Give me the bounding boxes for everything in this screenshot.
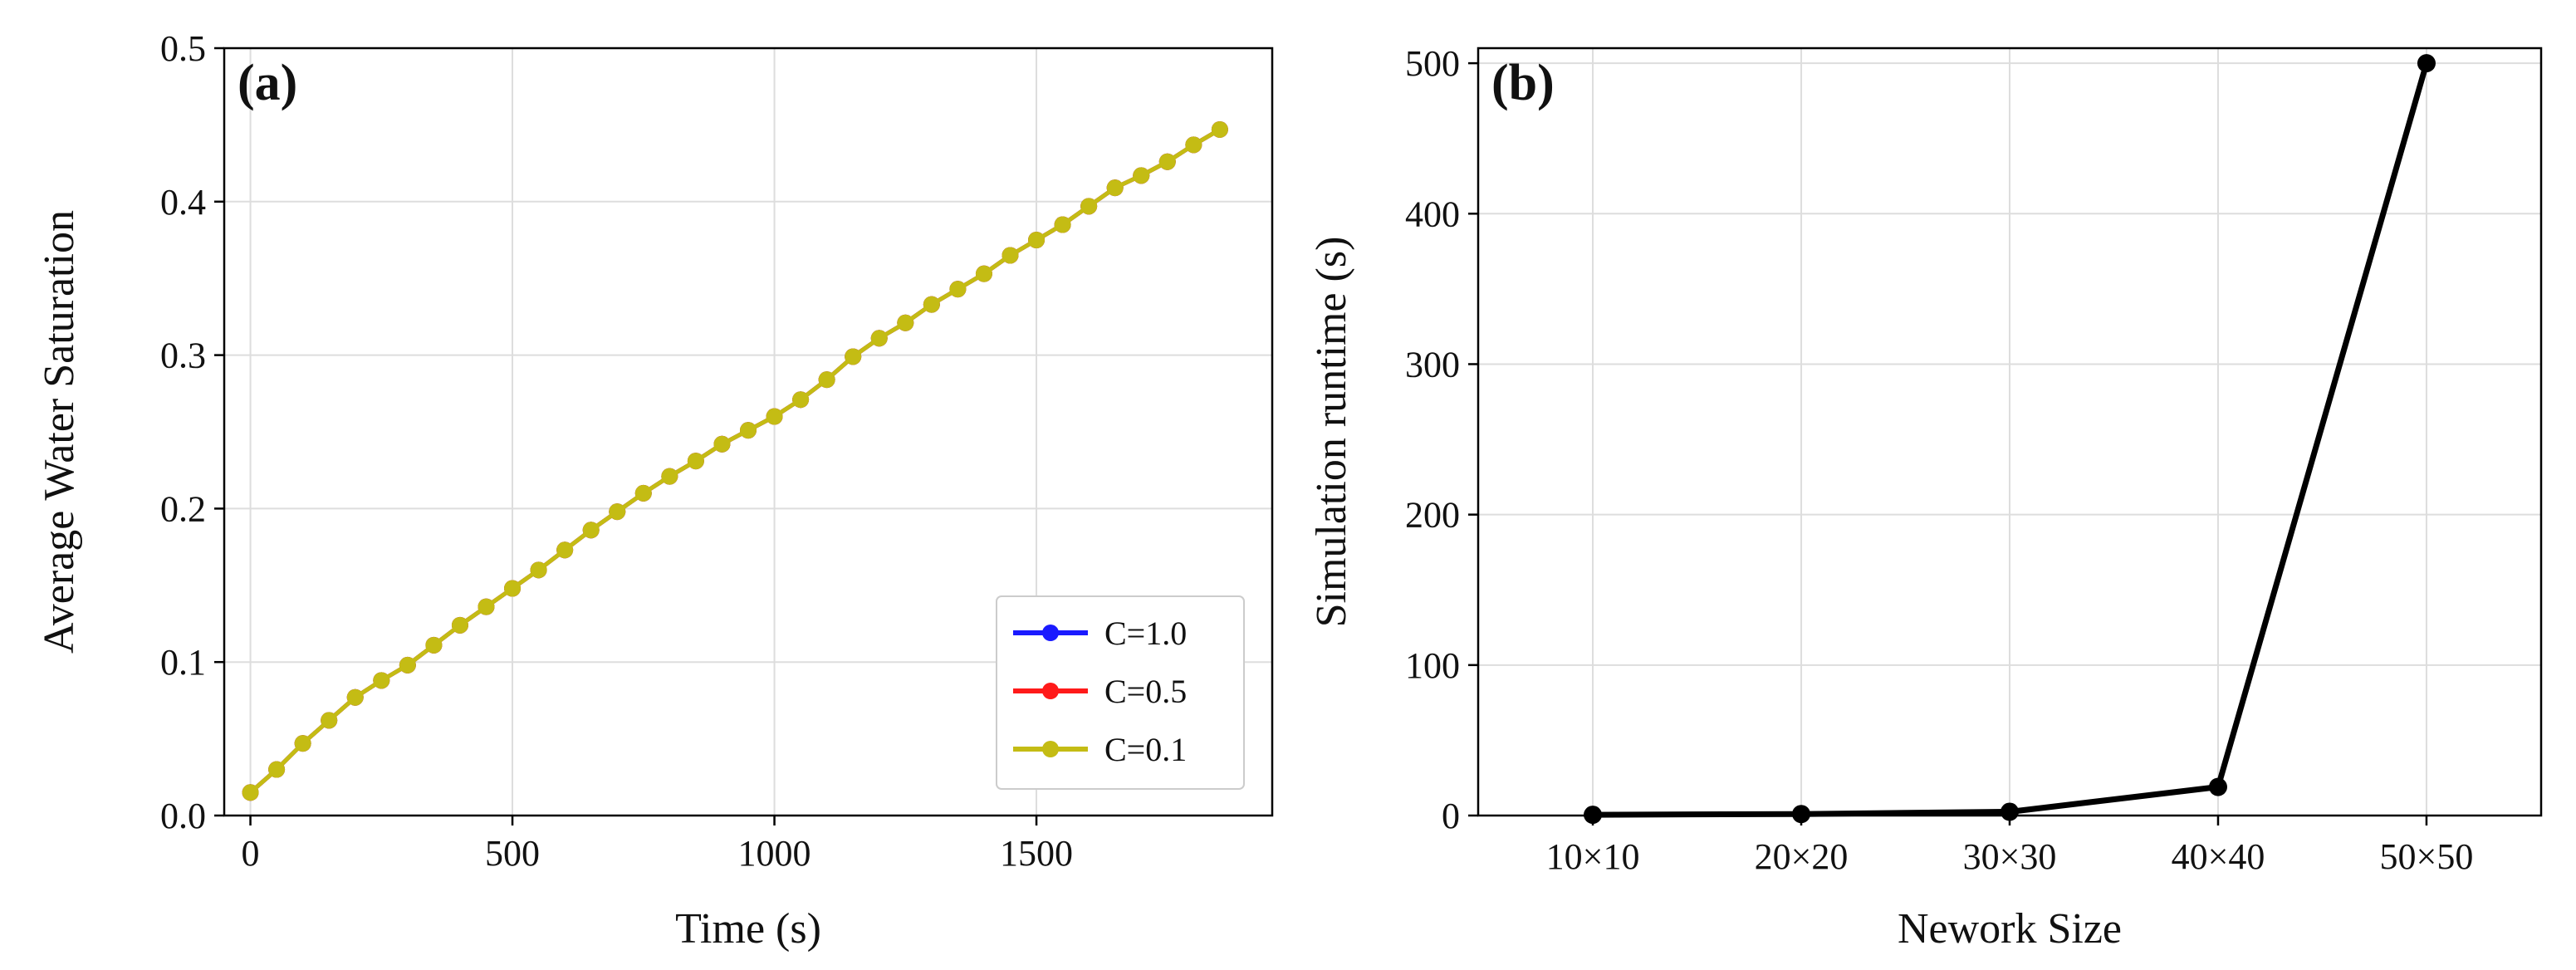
a-legend-label: C=1.0 bbox=[1104, 615, 1187, 652]
a-data-point bbox=[949, 281, 967, 298]
a-data-point bbox=[1028, 232, 1046, 248]
a-data-point bbox=[530, 561, 547, 579]
panel-b: 10×10 20×20 30×30 40×40 50×50 0 100 200 300 400 50… bbox=[1308, 43, 2543, 953]
a-y-axis-title: Average Water Saturation bbox=[36, 210, 83, 654]
a-data-point bbox=[399, 656, 416, 674]
a-plot-frame bbox=[223, 47, 1274, 817]
a-data-point bbox=[321, 712, 338, 729]
a-data-point bbox=[1002, 247, 1019, 264]
b-x-tick-label: 20×20 bbox=[1755, 836, 1849, 877]
a-data-point bbox=[740, 422, 757, 439]
a-series-lines bbox=[242, 120, 1228, 801]
b-y-tick-label: 300 bbox=[1405, 344, 1460, 385]
b-panel-label: (b) bbox=[1491, 55, 1555, 111]
a-x-axis-title: Time (s) bbox=[675, 905, 821, 953]
a-legend-marker bbox=[1042, 683, 1059, 699]
b-y-tick-label: 100 bbox=[1405, 645, 1460, 686]
a-data-point bbox=[1185, 136, 1202, 154]
a-data-point bbox=[1054, 216, 1071, 233]
a-y-tick-label: 0.5 bbox=[160, 28, 206, 69]
a-data-point bbox=[346, 688, 364, 706]
a-legend-label: C=0.1 bbox=[1104, 731, 1187, 768]
b-y-tick-label: 500 bbox=[1405, 43, 1460, 84]
b-y-axis-title: Simulation runtime (s) bbox=[1308, 237, 1355, 628]
a-data-point bbox=[687, 453, 704, 470]
a-x-tick-label: 500 bbox=[485, 833, 540, 874]
a-data-point bbox=[845, 348, 862, 365]
a-data-point bbox=[661, 468, 678, 485]
a-y-tick-label: 0.1 bbox=[160, 642, 206, 683]
panel-a: 0 500 1000 1500 0.0 0.1 0.2 0.3 0.4 0.5 (a) Time … bbox=[36, 28, 1274, 953]
a-data-point bbox=[766, 408, 783, 425]
a-x-tick-label: 1000 bbox=[738, 833, 811, 874]
a-y-tick-label: 0.2 bbox=[160, 488, 206, 529]
a-legend-marker bbox=[1042, 625, 1059, 641]
a-legend: C=1.0 C=0.5 C=0.1 bbox=[996, 595, 1245, 790]
a-legend-marker bbox=[1042, 741, 1059, 757]
a-data-point bbox=[975, 265, 992, 282]
b-x-axis-title: Nework Size bbox=[1898, 905, 2122, 953]
b-x-tick-label: 50×50 bbox=[2380, 836, 2474, 877]
a-data-point bbox=[634, 484, 652, 502]
a-legend-label: C=0.5 bbox=[1104, 673, 1187, 710]
b-data-point bbox=[1792, 805, 1811, 824]
a-data-point bbox=[373, 672, 390, 689]
b-x-tick-label: 40×40 bbox=[2172, 836, 2265, 877]
a-data-point bbox=[268, 761, 286, 778]
b-data-point bbox=[2208, 777, 2227, 796]
a-data-point bbox=[923, 296, 940, 313]
a-panel-label: (a) bbox=[238, 55, 297, 111]
a-data-point bbox=[713, 435, 731, 453]
b-data-point bbox=[2417, 54, 2436, 73]
a-data-point bbox=[294, 735, 311, 752]
b-y-tick-label: 0 bbox=[1442, 796, 1460, 836]
a-data-point bbox=[504, 580, 522, 597]
a-x-tick-label: 0 bbox=[242, 833, 260, 874]
b-x-tick-label: 10×10 bbox=[1546, 836, 1640, 877]
a-data-point bbox=[1211, 120, 1228, 138]
a-data-point bbox=[897, 314, 914, 331]
a-data-point bbox=[609, 503, 626, 521]
b-y-tick-label: 400 bbox=[1405, 194, 1460, 234]
a-data-point bbox=[242, 784, 259, 801]
a-y-tick-label: 0.3 bbox=[160, 336, 206, 376]
a-y-tick-label: 0.0 bbox=[160, 796, 206, 836]
a-data-point bbox=[1080, 198, 1098, 215]
a-data-point bbox=[477, 598, 495, 615]
a-data-point bbox=[425, 636, 443, 654]
a-data-point bbox=[582, 522, 600, 539]
b-y-tick-label: 200 bbox=[1405, 495, 1460, 536]
a-data-point bbox=[1106, 179, 1124, 197]
a-data-point bbox=[451, 616, 468, 634]
a-x-tick-label: 1500 bbox=[1000, 833, 1073, 874]
a-legend-box bbox=[996, 595, 1245, 790]
a-data-point bbox=[818, 371, 835, 389]
a-y-tick-label: 0.4 bbox=[160, 182, 206, 223]
a-data-point bbox=[1133, 167, 1150, 184]
b-x-tick-label: 30×30 bbox=[1963, 836, 2057, 877]
b-axis-ticks: 10×10 20×20 30×30 40×40 50×50 0 100 200 300 400 50… bbox=[1405, 43, 2473, 877]
a-data-point bbox=[792, 391, 810, 409]
a-data-point bbox=[556, 541, 574, 559]
b-gridlines bbox=[1478, 48, 2541, 816]
a-data-point bbox=[870, 330, 888, 347]
a-data-point bbox=[1158, 153, 1176, 170]
a-axis-ticks: 0 500 1000 1500 0.0 0.1 0.2 0.3 0.4 0.5 bbox=[160, 28, 1073, 874]
